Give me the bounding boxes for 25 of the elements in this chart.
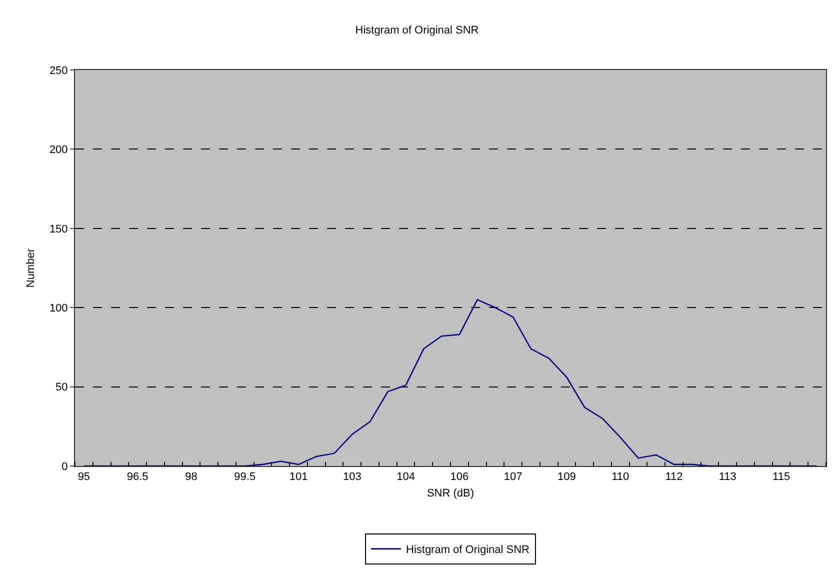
- x-tick-label: 110: [612, 471, 630, 484]
- y-tick-label: 150: [49, 223, 68, 236]
- line-series: [83, 299, 818, 466]
- x-tick-label: 103: [342, 471, 362, 484]
- x-tick-label: 106: [450, 471, 469, 484]
- x-tick-label: 113: [718, 471, 736, 484]
- x-tick-label: 95: [78, 471, 90, 484]
- x-tick-label: 107: [504, 471, 522, 484]
- x-tick-label: 109: [558, 471, 576, 484]
- x-tick-label: 99.5: [234, 471, 256, 484]
- legend-label: Histgram of Original SNR: [406, 544, 530, 556]
- x-axis-title: SNR (dB): [426, 487, 474, 500]
- x-tick-label: 98: [185, 471, 198, 484]
- y-tick-label: 200: [49, 144, 68, 156]
- y-tick-label: 100: [49, 302, 68, 314]
- x-tick-label: 101: [289, 471, 308, 484]
- y-axis-title: Number: [25, 248, 38, 288]
- chart-title: Histgram of Original SNR: [355, 24, 479, 36]
- x-tick-label: 96.5: [126, 471, 148, 484]
- x-tick-label: 112: [665, 471, 683, 484]
- y-tick-label: 50: [56, 382, 68, 394]
- x-tick-label: 104: [396, 471, 415, 484]
- y-tick-label: 250: [49, 64, 68, 77]
- x-tick-label: 115: [772, 471, 790, 484]
- y-tick-label: 0: [62, 460, 68, 473]
